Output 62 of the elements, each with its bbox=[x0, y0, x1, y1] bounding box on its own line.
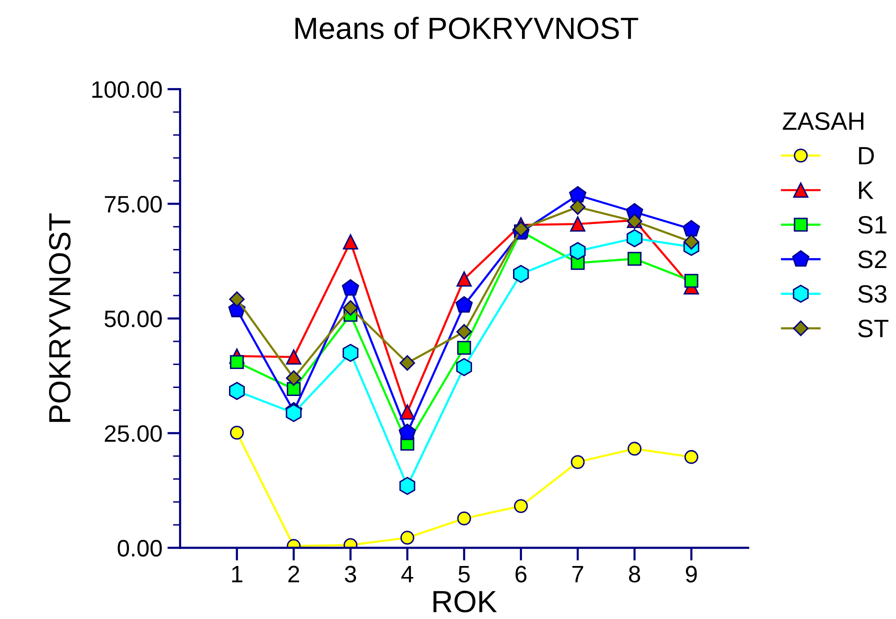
y-tick-label: 50.00 bbox=[104, 310, 162, 328]
point bbox=[570, 242, 586, 260]
point bbox=[400, 530, 414, 545]
x-tick-label: 4 bbox=[401, 566, 414, 582]
x-axis-title: ROK bbox=[434, 590, 497, 612]
x-tick-label: 3 bbox=[344, 566, 356, 583]
point bbox=[456, 271, 472, 287]
point bbox=[456, 296, 473, 313]
point bbox=[229, 291, 245, 307]
legend-label: S1 bbox=[858, 216, 886, 234]
point bbox=[628, 442, 642, 456]
point bbox=[513, 221, 529, 237]
legend-label: D bbox=[859, 147, 874, 164]
legend-label: S2 bbox=[858, 250, 886, 268]
point bbox=[230, 355, 244, 369]
point bbox=[286, 404, 302, 422]
point bbox=[342, 234, 358, 250]
x-tick-label: 1 bbox=[232, 566, 242, 582]
legend-label: K bbox=[859, 182, 874, 199]
point bbox=[682, 220, 700, 236]
legend-label: S3 bbox=[858, 285, 886, 303]
point bbox=[286, 382, 301, 396]
point bbox=[457, 340, 472, 355]
x-tick-label: 8 bbox=[629, 566, 640, 583]
point bbox=[230, 426, 244, 440]
point bbox=[626, 229, 642, 248]
point bbox=[342, 279, 360, 296]
legend-label: ST bbox=[858, 320, 888, 338]
point bbox=[684, 450, 698, 464]
y-tick-label: 0.00 bbox=[118, 540, 162, 557]
point bbox=[286, 349, 302, 365]
x-tick-label: 2 bbox=[288, 566, 300, 582]
x-tick-label: 5 bbox=[458, 566, 470, 583]
point bbox=[684, 234, 700, 250]
point bbox=[570, 455, 585, 469]
point bbox=[400, 355, 416, 371]
point bbox=[398, 424, 416, 440]
chart-title: Means of POKRYVNOST bbox=[295, 16, 638, 40]
point bbox=[456, 358, 472, 376]
point bbox=[570, 216, 586, 232]
x-tick-label: 9 bbox=[686, 566, 697, 583]
point bbox=[684, 274, 698, 288]
x-tick-label: 6 bbox=[516, 566, 526, 583]
point bbox=[569, 186, 586, 203]
point bbox=[228, 382, 245, 400]
y-axis-title: POKRYVNOST bbox=[48, 213, 71, 422]
point bbox=[286, 370, 302, 386]
point bbox=[570, 199, 586, 215]
y-tick-label: 25.00 bbox=[104, 425, 162, 442]
point bbox=[456, 324, 472, 340]
point bbox=[628, 252, 642, 266]
x-tick-label: 7 bbox=[572, 566, 584, 582]
y-tick-label: 75.00 bbox=[104, 196, 162, 213]
point bbox=[514, 499, 528, 514]
point bbox=[400, 404, 415, 420]
point bbox=[399, 476, 416, 495]
point bbox=[513, 264, 529, 284]
point bbox=[342, 300, 358, 316]
point bbox=[342, 344, 358, 362]
legend-title: ZASAH bbox=[782, 112, 864, 130]
point bbox=[457, 512, 472, 526]
y-tick-label: 100.00 bbox=[92, 81, 162, 98]
